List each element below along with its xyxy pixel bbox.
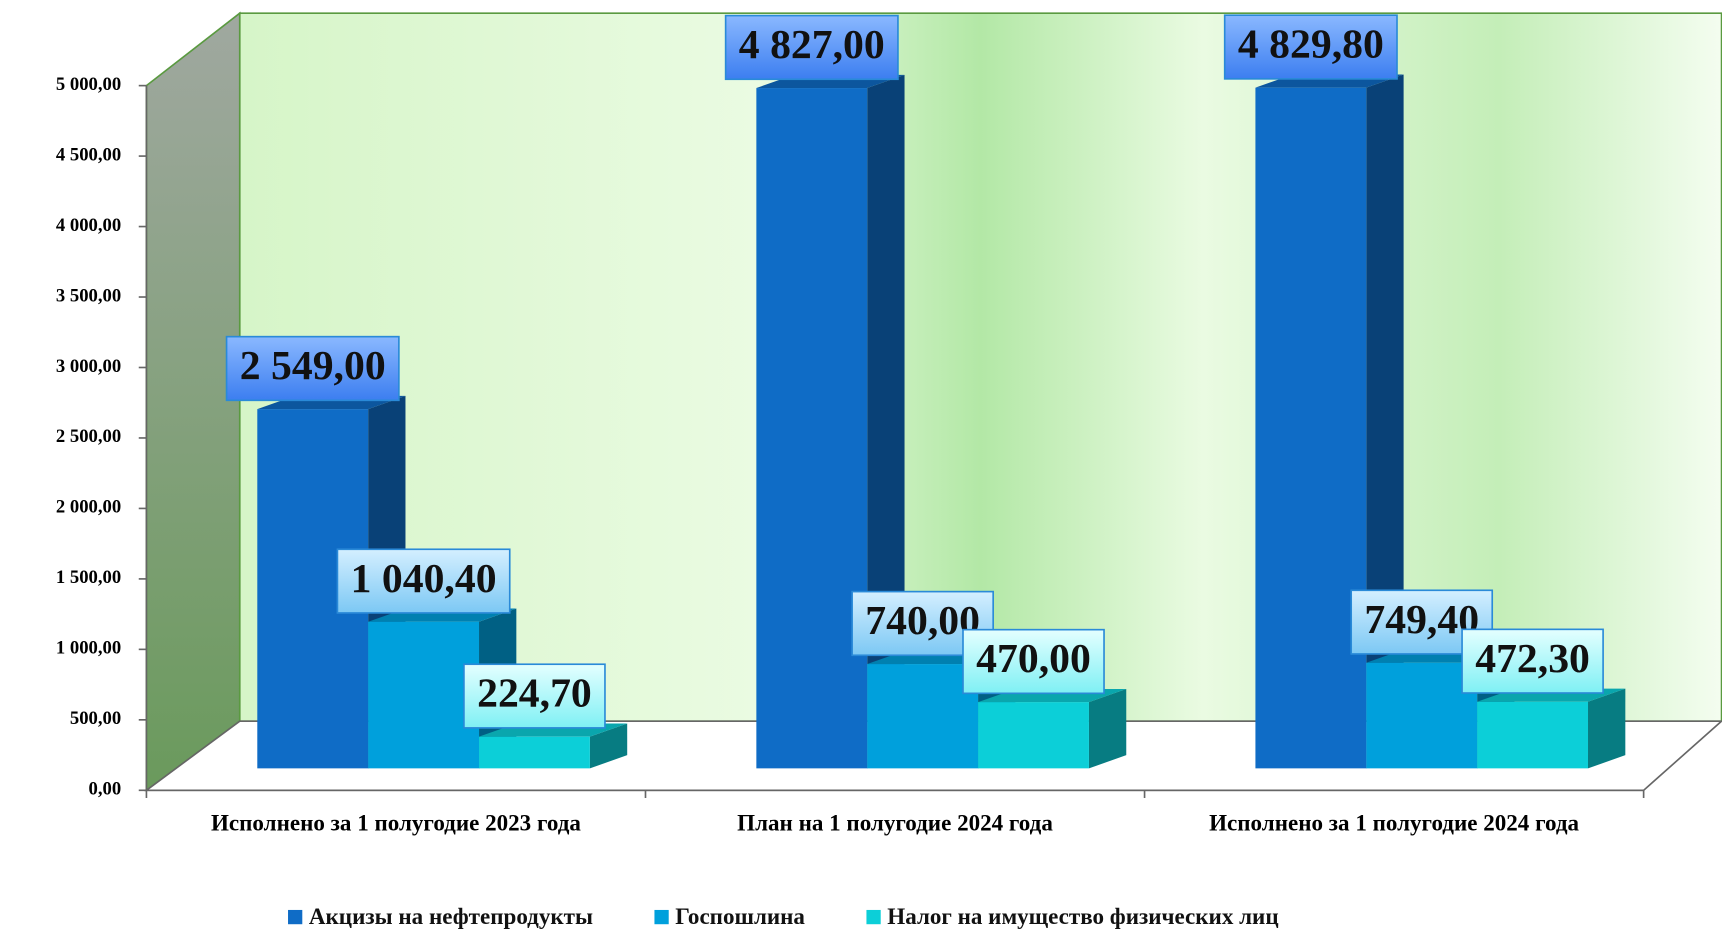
side-wall	[145, 11, 241, 792]
data-label: 2 549,00	[225, 335, 400, 402]
x-tick-label: План на 1 полугодие 2024 года	[737, 810, 1053, 836]
y-tick-label: 2 000,00	[56, 497, 121, 518]
bar	[479, 736, 590, 769]
y-tick-label: 3 500,00	[56, 285, 121, 306]
data-label-text: 2 549,00	[240, 343, 386, 389]
data-label: 4 827,00	[724, 14, 899, 81]
legend-swatch	[288, 909, 303, 925]
bar	[756, 88, 868, 769]
data-label-text: 740,00	[865, 598, 980, 644]
y-tick-label: 1 000,00	[56, 638, 121, 659]
data-label-box	[463, 663, 606, 729]
legend-label: Налог на имущество физических лиц	[887, 903, 1278, 929]
y-tick-label: 1 500,00	[56, 567, 121, 588]
data-label: 470,00	[962, 628, 1105, 695]
bar	[978, 702, 1089, 769]
data-label: 224,70	[463, 663, 606, 729]
y-tick-label: 5 000,00	[56, 74, 121, 95]
label-line: Исполнено за 1 полугодие 2023 года	[211, 810, 581, 836]
y-tick-label: 4 000,00	[56, 215, 121, 236]
data-label-text: 749,40	[1364, 597, 1479, 643]
y-tick-label: 4 500,00	[56, 144, 121, 165]
bar	[1477, 701, 1589, 769]
y-tick-label: 2 500,00	[56, 426, 121, 447]
data-label-box	[225, 335, 400, 402]
legend-label: Госпошлина	[675, 903, 805, 929]
legend-swatch	[654, 909, 669, 925]
data-label-text: 224,70	[477, 671, 592, 717]
legend-label: Акцизы на нефтепродукты	[309, 903, 593, 929]
data-label-box	[724, 14, 899, 81]
data-label-box	[1461, 628, 1604, 694]
bar-side	[1588, 688, 1626, 769]
label-line: Исполнено за 1 полугодие 2024 года	[1209, 810, 1579, 836]
data-label: 4 829,80	[1223, 14, 1398, 80]
x-tick-label: Исполнено за 1 полугодие 2024 года	[1209, 810, 1579, 836]
data-label-text: 470,00	[976, 636, 1091, 682]
data-label-text: 4 829,80	[1238, 22, 1384, 68]
data-label: 472,30	[1461, 628, 1604, 694]
bar	[867, 664, 979, 769]
bar-side	[589, 723, 628, 769]
data-label-box	[1223, 14, 1398, 80]
data-label-text: 472,30	[1475, 636, 1590, 682]
data-label-text: 1 040,40	[351, 556, 497, 602]
bar	[1255, 87, 1367, 769]
y-tick-label: 3 000,00	[56, 356, 121, 377]
y-tick-label: 500,00	[70, 708, 121, 729]
y-tick-label: 0,00	[89, 779, 122, 800]
data-label-box	[962, 628, 1105, 695]
label-line: План на 1 полугодие 2024 года	[737, 810, 1053, 836]
x-tick-label: Исполнено за 1 полугодие 2023 года	[211, 810, 581, 836]
legend-swatch	[866, 909, 881, 925]
data-label: 1 040,40	[336, 548, 511, 614]
bar	[368, 621, 480, 769]
bar-side	[1088, 688, 1127, 769]
data-label-box	[336, 548, 511, 614]
data-label-text: 4 827,00	[739, 22, 885, 68]
bar	[1366, 662, 1478, 769]
